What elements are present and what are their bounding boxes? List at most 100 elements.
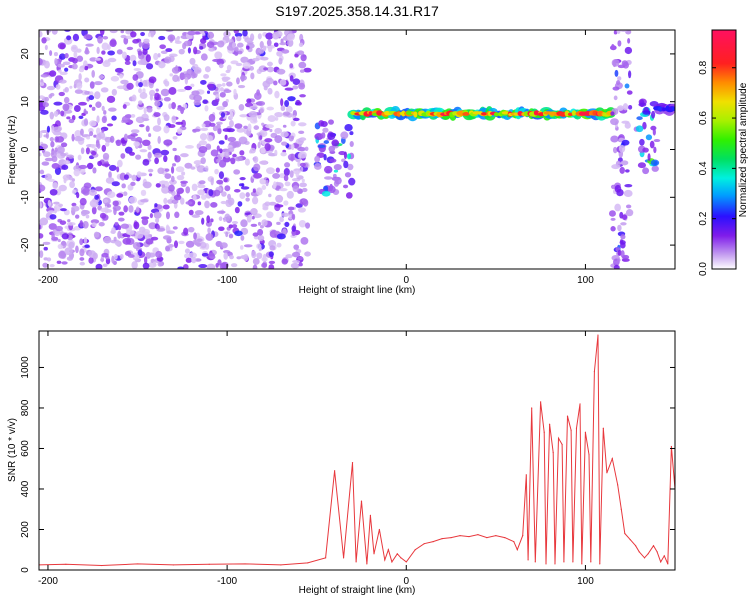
spectrogram-cell <box>80 209 87 217</box>
spectrogram-cell <box>299 69 305 73</box>
spectrogram-cell <box>118 217 125 222</box>
spectrogram-cell <box>260 147 266 154</box>
spectrogram-cell <box>117 159 123 168</box>
spectrogram-cell <box>571 110 577 116</box>
spectrogram-cell <box>276 242 282 248</box>
spectrogram-cell <box>292 85 299 90</box>
spectrogram-cell <box>301 178 305 183</box>
spectrogram-cell <box>44 96 49 102</box>
spectrogram-cell <box>298 151 307 159</box>
spectrogram-cell <box>166 230 175 235</box>
spectrogram-cell <box>266 66 275 73</box>
spectrogram-cell <box>54 57 58 65</box>
spectrogram-cell <box>137 50 143 56</box>
snr-point <box>590 561 592 563</box>
spectrogram-cell <box>239 150 245 156</box>
spectrogram-cell <box>323 140 330 144</box>
spectrogram-cell <box>140 189 147 196</box>
snr-point <box>611 458 613 460</box>
spectrogram-cell <box>244 158 250 166</box>
spectrogram-cell <box>135 154 142 160</box>
spectrogram-cell <box>147 168 154 173</box>
snr-point <box>670 445 673 448</box>
spectrogram-cell <box>60 208 67 212</box>
spectrogram-cell <box>206 263 216 269</box>
spectrogram-cell <box>167 199 174 204</box>
spectrogram-cell <box>39 233 44 239</box>
spectrogram-cell <box>182 42 187 50</box>
spectrogram-cell <box>626 90 633 95</box>
snr-point <box>513 541 515 543</box>
snr-y-tick-label: 400 <box>20 480 31 497</box>
spectrogram-cell <box>222 77 229 83</box>
spectrogram-cell <box>614 184 622 193</box>
spectrogram-cell <box>79 257 85 261</box>
spectrogram-cell <box>163 97 171 102</box>
spectrogram-cell <box>57 238 61 243</box>
spectrogram-cell <box>160 180 166 186</box>
spectrogram-x-tick-label: -100 <box>217 275 237 286</box>
spectrogram-cell <box>214 168 219 175</box>
spectrogram-cell <box>202 35 207 41</box>
spectrogram-cell <box>178 240 185 245</box>
spectrogram-cell <box>165 211 171 220</box>
spectrogram-cell <box>616 80 621 86</box>
spectrogram-cell <box>114 239 120 246</box>
spectrogram-cell <box>83 237 88 244</box>
spectrogram-cell <box>123 37 129 45</box>
spectrogram-cell <box>49 137 54 142</box>
spectrogram-cell <box>143 256 148 265</box>
spectrogram-cell <box>130 129 140 134</box>
colorbar-ticks: 0.0 0.2 0.4 0.6 0.8 <box>698 60 736 276</box>
spectrogram-cell <box>295 170 300 178</box>
spectrogram-cell <box>109 135 115 143</box>
spectrogram-cell <box>193 94 203 102</box>
snr-point <box>450 536 452 539</box>
spectrogram-cell <box>148 222 157 230</box>
spectrogram-cell <box>200 79 207 85</box>
spectrogram-cell <box>624 83 630 89</box>
spectrogram-cell <box>172 135 178 140</box>
spectrogram-cell <box>285 254 293 259</box>
spectrogram-cell <box>329 158 337 163</box>
spectrogram-cell <box>258 48 265 54</box>
spectrogram-cell <box>39 131 43 139</box>
snr-frame <box>38 330 676 571</box>
spectrogram-cell <box>112 200 119 207</box>
spectrogram-cell <box>284 99 290 108</box>
spectrogram-cell <box>76 82 83 90</box>
spectrogram-cell <box>137 100 143 105</box>
spectrogram-y-tick-label: 0 <box>20 146 31 152</box>
snr-point <box>643 557 646 559</box>
spectrogram-cell <box>43 60 50 69</box>
spectrogram-cell <box>161 186 170 194</box>
spectrogram-cell <box>219 148 223 154</box>
spectrogram-cell <box>54 231 61 237</box>
spectrogram-cell <box>295 138 305 145</box>
spectrogram-cell <box>222 101 228 108</box>
spectrogram-cell <box>321 190 331 197</box>
spectrogram-cell <box>64 67 69 72</box>
spectrogram-cell <box>185 186 191 194</box>
spectrogram-cell <box>298 122 307 127</box>
spectrogram-cell <box>291 225 296 232</box>
snr-point <box>620 508 622 510</box>
snr-x-label: Height of straight line (km) <box>299 585 416 596</box>
spectrogram-cell <box>344 123 353 132</box>
spectrogram-cell <box>232 153 237 158</box>
spectrogram-cell <box>108 107 117 112</box>
spectrogram-cell <box>291 213 296 221</box>
spectrogram-cell <box>54 167 62 176</box>
spectrogram-cell <box>113 236 117 242</box>
spectrogram-cell <box>208 189 214 197</box>
spectrogram-cell <box>193 160 203 165</box>
spectrogram-cell <box>84 77 90 83</box>
spectrogram-cell <box>132 60 137 67</box>
spectrogram-cell <box>154 203 158 208</box>
spectrogram-cell <box>626 209 634 217</box>
spectrogram-cell <box>223 177 228 183</box>
spectrogram-cell <box>128 196 138 204</box>
spectrogram-cell <box>158 35 166 41</box>
spectrogram-cell <box>533 110 540 116</box>
